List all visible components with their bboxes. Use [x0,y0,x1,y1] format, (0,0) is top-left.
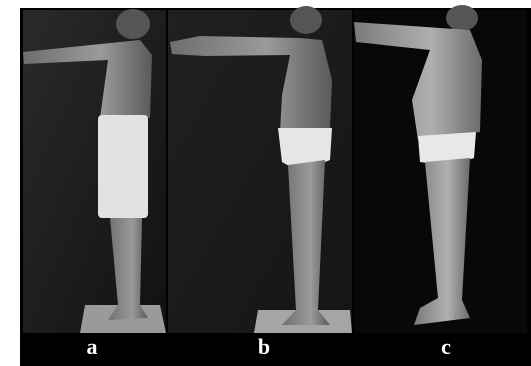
photo-b [168,6,352,333]
page: a b c (() => { const data = JSON.parse(d… [0,0,531,366]
head [446,5,478,31]
figure: a b c [0,0,531,366]
photo-c [354,5,527,333]
photo-a [23,9,166,333]
panel-label: c [441,334,451,359]
panel-label: a [87,334,98,359]
head [290,6,322,34]
shorts [98,115,148,218]
panel-label: b [258,334,270,359]
head [116,9,150,39]
